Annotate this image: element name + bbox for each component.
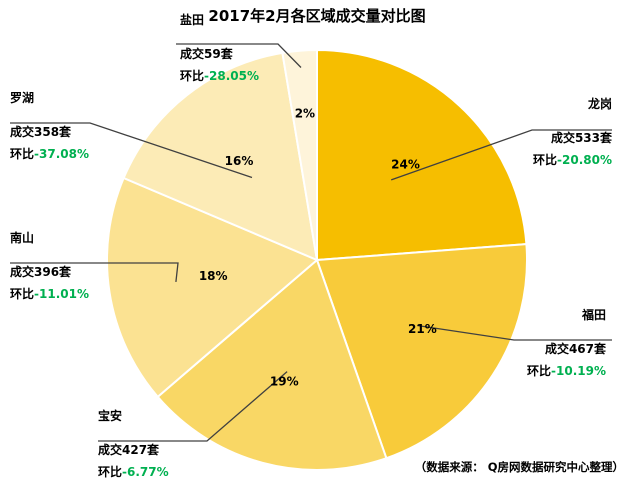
mom-prefix-luohu: 环比	[10, 146, 34, 161]
district-name-nanshan: 南山	[10, 230, 34, 245]
pie-slices	[106, 48, 528, 471]
pie-slice-baoan	[156, 258, 388, 471]
leader-line-nanshan	[10, 262, 179, 282]
district-name-longgang: 龙岗	[588, 96, 612, 111]
deals-label-yantian: 成交59套	[180, 46, 234, 61]
mom-prefix-longgang: 环比	[533, 152, 557, 167]
slice-percent-nanshan: 18%	[199, 269, 228, 283]
source-note: （数据来源： Q房网数据研究中心整理）	[415, 460, 624, 474]
pie-slice-nanshan	[106, 176, 319, 399]
leader-line-baoan	[98, 371, 288, 442]
district-name-baoan: 宝安	[98, 408, 122, 423]
deals-label-longgang: 成交533套	[551, 130, 613, 145]
leader-line-longgang	[390, 129, 612, 181]
mom-prefix-nanshan: 环比	[10, 286, 34, 301]
deals-label-futian: 成交467套	[545, 341, 607, 356]
deals-label-baoan: 成交427套	[98, 442, 160, 457]
pie-slice-futian	[315, 243, 528, 460]
deals-label-nanshan: 成交396套	[10, 264, 72, 279]
slice-percent-baoan: 19%	[270, 375, 299, 389]
mom-value-yantian: -28.05%	[204, 69, 259, 83]
mom-prefix-baoan: 环比	[98, 464, 122, 479]
mom-label-yantian: 环比-28.05%	[180, 68, 259, 83]
district-name-yantian: 盐田	[180, 12, 204, 27]
leader-lines	[10, 43, 612, 442]
slice-percent-longgang: 24%	[391, 158, 420, 172]
deals-label-luohu: 成交358套	[10, 124, 72, 139]
leader-line-futian	[417, 324, 612, 341]
mom-label-longgang: 环比-20.80%	[533, 152, 612, 167]
mom-prefix-yantian: 环比	[180, 68, 204, 83]
leader-line-luohu	[10, 122, 253, 179]
pie-slice-luohu	[122, 51, 319, 262]
pie-slice-yantian	[281, 48, 318, 261]
district-name-luohu: 罗湖	[10, 90, 34, 105]
mom-label-nanshan: 环比-11.01%	[10, 286, 89, 301]
leader-line-yantian	[176, 43, 302, 68]
mom-value-baoan: -6.77%	[122, 465, 169, 479]
district-name-futian: 福田	[581, 307, 606, 322]
mom-label-baoan: 环比-6.77%	[98, 464, 169, 479]
mom-value-futian: -10.19%	[551, 364, 606, 378]
chart-title: 2017年2月各区域成交量对比图	[208, 7, 425, 25]
mom-label-luohu: 环比-37.08%	[10, 146, 89, 161]
mom-value-longgang: -20.80%	[557, 153, 612, 167]
mom-value-luohu: -37.08%	[34, 147, 89, 161]
mom-label-futian: 环比-10.19%	[527, 363, 606, 378]
mom-prefix-futian: 环比	[527, 363, 551, 378]
slice-labels: 24%龙岗成交533套环比-20.80%21%福田成交467套环比-10.19%…	[10, 12, 613, 479]
slice-percent-futian: 21%	[408, 322, 437, 336]
slice-percent-yantian: 2%	[295, 107, 315, 121]
pie-slice-longgang	[316, 48, 528, 262]
slice-percent-luohu: 16%	[225, 154, 254, 168]
mom-value-nanshan: -11.01%	[34, 287, 89, 301]
